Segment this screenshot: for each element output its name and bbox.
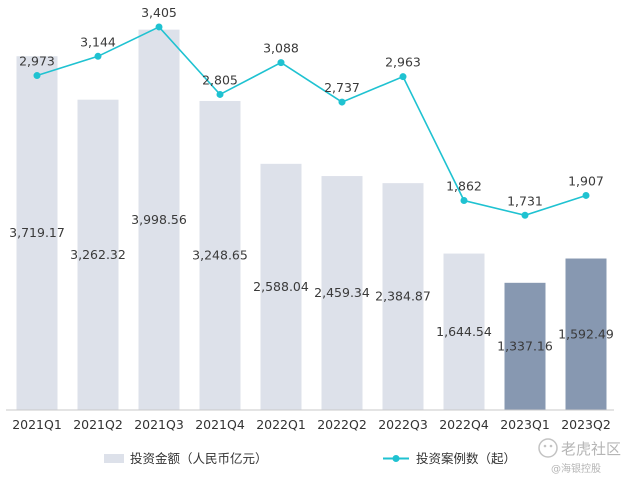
bar-label-2022Q3: 2,384.87 (375, 289, 431, 304)
bar-label-2021Q2: 3,262.32 (70, 247, 126, 262)
watermark-brand: 老虎社区 (561, 440, 621, 458)
x-tick-labels: 2021Q1 2021Q2 2021Q3 2021Q4 2022Q1 2022Q2 2022… (12, 417, 611, 432)
point-2023Q2 (582, 191, 590, 199)
bar-label-2022Q2: 2,459.34 (314, 285, 370, 300)
bar-2023Q1 (504, 282, 546, 410)
point-label-2022Q1: 3,088 (263, 41, 299, 56)
bar-2021Q2 (77, 99, 119, 410)
point-label-2023Q2: 1,907 (568, 173, 604, 188)
point-label-2021Q3: 3,405 (141, 5, 177, 20)
x-tick-2023Q2: 2023Q2 (561, 417, 611, 432)
bar-label-2021Q1: 3,719.17 (9, 225, 65, 240)
x-tick-2022Q2: 2022Q2 (317, 417, 367, 432)
watermark-handle: @海银控股 (551, 462, 601, 475)
tiger-logo-icon (538, 438, 558, 458)
bar-2022Q4 (443, 253, 485, 410)
bar-label-2022Q1: 2,588.04 (253, 279, 309, 294)
point-label-2021Q2: 3,144 (80, 34, 116, 49)
legend: 投资金额（人民币亿元） 投资案例数（起） (104, 451, 516, 466)
line-series (36, 25, 587, 217)
point-label-2023Q1: 1,731 (507, 193, 543, 208)
legend-line-marker (392, 455, 400, 462)
point-2022Q4 (460, 197, 468, 205)
point-label-2022Q3: 2,963 (385, 55, 421, 70)
x-tick-2021Q3: 2021Q3 (134, 417, 184, 432)
bar-value-labels: 3,719.17 3,262.32 3,998.56 3,248.65 2,588.04… (9, 212, 614, 354)
point-label-2022Q2: 2,737 (324, 80, 360, 95)
x-tick-2022Q1: 2022Q1 (256, 417, 306, 432)
x-tick-2021Q4: 2021Q4 (195, 417, 245, 432)
bar-2022Q3 (382, 183, 424, 410)
x-tick-2023Q1: 2023Q1 (500, 417, 550, 432)
legend-bar-swatch (104, 454, 124, 463)
x-tick-2022Q3: 2022Q3 (378, 417, 428, 432)
bar-series (16, 29, 607, 411)
bar-2021Q4 (199, 100, 241, 411)
legend-bar-label: 投资金额（人民币亿元） (130, 451, 268, 466)
bar-2023Q2 (565, 258, 607, 410)
point-2021Q4 (216, 90, 224, 98)
bar-2021Q3 (138, 29, 180, 410)
line-value-labels: 2,973 3,144 3,405 2,805 3,088 2,737 2,963 1,862… (19, 5, 604, 208)
point-2022Q3 (399, 73, 407, 81)
bar-2021Q1 (16, 56, 58, 411)
point-2021Q1 (33, 72, 41, 80)
x-tick-2022Q4: 2022Q4 (439, 417, 489, 432)
point-2022Q1 (277, 59, 285, 67)
point-label-2021Q1: 2,973 (19, 54, 55, 69)
bar-2022Q2 (321, 176, 363, 410)
legend-line-label: 投资案例数（起） (416, 451, 516, 466)
x-tick-2021Q2: 2021Q2 (73, 417, 123, 432)
watermark: 老虎社区 @海银控股 (538, 438, 621, 475)
bar-label-2021Q3: 3,998.56 (131, 212, 187, 227)
bar-label-2022Q4: 1,644.54 (436, 324, 492, 339)
line-points (33, 23, 590, 219)
point-2021Q2 (94, 52, 102, 60)
point-label-2021Q4: 2,805 (202, 72, 238, 87)
point-2023Q1 (521, 211, 529, 219)
point-2021Q3 (155, 23, 163, 31)
x-tick-2021Q1: 2021Q1 (12, 417, 62, 432)
bar-label-2021Q4: 3,248.65 (192, 247, 248, 262)
point-2022Q2 (338, 98, 346, 106)
bar-label-2023Q1: 1,337.16 (497, 338, 553, 353)
bar-label-2023Q2: 1,592.49 (558, 326, 614, 341)
point-label-2022Q4: 1,862 (446, 179, 482, 194)
bar-2022Q1 (260, 163, 302, 410)
